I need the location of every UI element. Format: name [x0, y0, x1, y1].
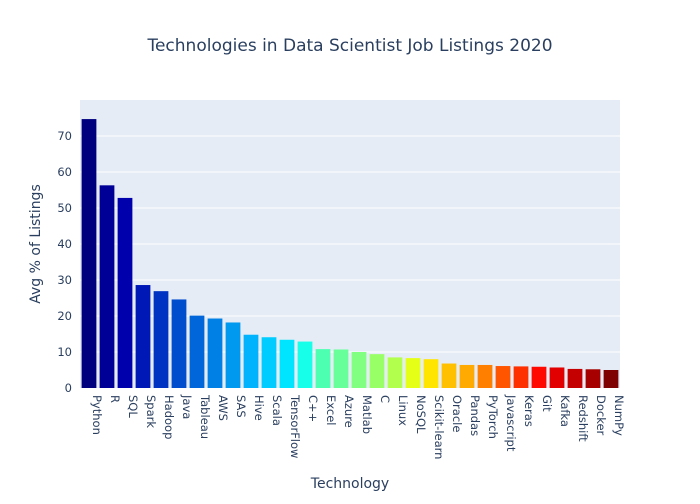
- x-tick-label: TensorFlow: [288, 394, 302, 458]
- x-tick-label: Java: [180, 394, 194, 419]
- bar-tableau[interactable]: [189, 315, 205, 388]
- bar-nosql[interactable]: [405, 358, 421, 388]
- x-tick-label: Python: [90, 395, 104, 435]
- bar-tensorflow[interactable]: [279, 339, 295, 388]
- x-tick-label: Spark: [144, 395, 158, 428]
- bar-r[interactable]: [99, 185, 115, 388]
- x-tick-label: Scikit-learn: [432, 395, 446, 459]
- y-tick-label: 20: [57, 309, 72, 323]
- bar-numpy[interactable]: [603, 370, 619, 388]
- bar-c-[interactable]: [297, 341, 313, 388]
- bar-spark[interactable]: [135, 285, 151, 388]
- x-tick-label: Keras: [522, 395, 536, 427]
- bar-azure[interactable]: [333, 349, 349, 388]
- x-tick-label: Pandas: [468, 395, 482, 436]
- bar-pytorch[interactable]: [477, 364, 493, 388]
- x-tick-label: Redshift: [576, 395, 590, 442]
- x-tick-label: R: [108, 395, 122, 403]
- x-tick-label: Oracle: [450, 395, 464, 432]
- bar-git[interactable]: [531, 366, 547, 388]
- y-tick-label: 50: [57, 201, 72, 215]
- x-tick-label: Javascript: [504, 394, 518, 452]
- x-tick-label: Azure: [342, 395, 356, 428]
- bar-hadoop[interactable]: [153, 291, 169, 388]
- bar-linux[interactable]: [387, 357, 403, 388]
- y-tick-label: 10: [57, 345, 72, 359]
- y-tick-label: 40: [57, 237, 72, 251]
- y-tick-label: 70: [57, 129, 72, 143]
- x-tick-label: Docker: [594, 395, 608, 436]
- x-tick-label: C: [378, 395, 392, 403]
- x-tick-label: Linux: [396, 395, 410, 426]
- x-tick-label: Git: [540, 395, 554, 412]
- bar-sas[interactable]: [225, 322, 241, 388]
- bars: [81, 119, 619, 388]
- x-tick-label: NumPy: [612, 395, 626, 436]
- bar-kafka[interactable]: [549, 367, 565, 388]
- x-tick-label: Kafka: [558, 395, 572, 427]
- x-tick-label: Scala: [270, 395, 284, 426]
- bar-matlab[interactable]: [351, 352, 367, 388]
- x-axis-label: Technology: [310, 476, 389, 492]
- x-tick-label: Matlab: [360, 395, 374, 434]
- y-tick-label: 30: [57, 273, 72, 287]
- bar-redshift[interactable]: [567, 368, 583, 388]
- bar-python[interactable]: [81, 119, 97, 388]
- x-tick-label: SAS: [234, 395, 248, 418]
- bar-scala[interactable]: [261, 337, 277, 388]
- bar-excel[interactable]: [315, 349, 331, 388]
- x-tick-label: Excel: [324, 395, 338, 425]
- y-tick-labels: 0 10 20 30 40 50 60 70: [57, 129, 72, 395]
- x-tick-labels: Python R SQL Spark Hadoop Java Tableau AWS SAS Hi…: [90, 394, 626, 459]
- bar-javascript[interactable]: [495, 366, 511, 388]
- bar-java[interactable]: [171, 299, 187, 388]
- x-tick-label: Tableau: [198, 394, 212, 439]
- x-tick-label: AWS: [216, 395, 230, 421]
- bar-c[interactable]: [369, 354, 385, 388]
- bar-keras[interactable]: [513, 366, 529, 388]
- y-tick-label: 0: [65, 381, 72, 395]
- chart-title: Technologies in Data Scientist Job Listi…: [146, 36, 552, 56]
- bar-pandas[interactable]: [459, 364, 475, 388]
- y-axis-label: Avg % of Listings: [28, 184, 44, 304]
- x-tick-label: Hadoop: [162, 395, 176, 439]
- grid-lines: [80, 135, 620, 353]
- bar-hive[interactable]: [243, 334, 259, 388]
- x-tick-label: Hive: [252, 395, 266, 421]
- bar-sql[interactable]: [117, 197, 133, 388]
- bar-docker[interactable]: [585, 369, 601, 388]
- bar-oracle[interactable]: [441, 363, 457, 388]
- x-tick-label: PyTorch: [486, 395, 500, 439]
- x-tick-label: SQL: [126, 395, 140, 418]
- bar-aws[interactable]: [207, 318, 223, 388]
- y-tick-label: 60: [57, 165, 72, 179]
- bar-scikit-learn[interactable]: [423, 359, 439, 388]
- x-tick-label: C++: [306, 395, 320, 422]
- x-tick-label: NoSQL: [414, 395, 428, 434]
